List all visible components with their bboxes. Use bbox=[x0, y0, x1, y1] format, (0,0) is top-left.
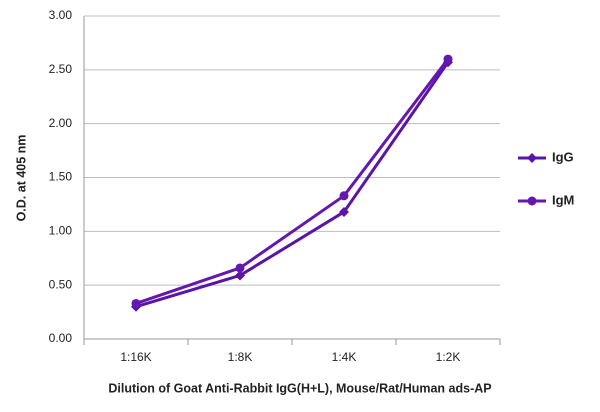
data-point bbox=[235, 270, 245, 281]
data-point bbox=[339, 206, 349, 217]
legend-label: IgM bbox=[552, 192, 574, 207]
y-tick-label: 0.00 bbox=[49, 331, 73, 345]
y-axis-title: O.D. at 405 nm bbox=[14, 135, 28, 222]
x-axis-title: Dilution of Goat Anti-Rabbit IgG(H+L), M… bbox=[108, 381, 491, 395]
x-tick-label: 1:2K bbox=[436, 350, 461, 364]
legend-marker bbox=[527, 153, 537, 163]
y-tick-label: 1.00 bbox=[49, 224, 73, 238]
series-line bbox=[135, 61, 450, 309]
legend-label: IgG bbox=[552, 149, 574, 164]
legend-marker bbox=[527, 196, 537, 206]
data-point bbox=[131, 298, 141, 308]
y-tick-label: 2.00 bbox=[49, 116, 73, 130]
x-tick-label: 1:8K bbox=[228, 350, 253, 364]
y-tick-label: 2.50 bbox=[49, 62, 73, 76]
data-point bbox=[443, 54, 453, 64]
data-point bbox=[235, 263, 245, 273]
series-line bbox=[135, 58, 450, 305]
x-tick-label: 1:4K bbox=[332, 350, 357, 364]
y-tick-label: 0.50 bbox=[49, 277, 73, 291]
y-tick-label: 3.00 bbox=[49, 8, 73, 22]
x-tick-label: 1:16K bbox=[120, 350, 151, 364]
data-point bbox=[339, 191, 349, 201]
y-tick-label: 1.50 bbox=[49, 170, 73, 184]
